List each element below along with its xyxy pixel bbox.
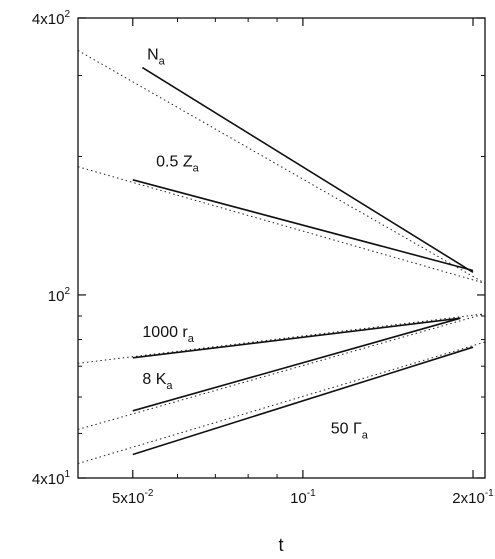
fit-line bbox=[77, 313, 486, 364]
tick-marks bbox=[78, 17, 485, 479]
y-tick-labels: 4x101 102 4x102 bbox=[32, 9, 71, 488]
series-label: 1000 ra bbox=[142, 324, 194, 345]
series-labels: Na 0.5 Za 1000 ra 8 Ka 50 Γa bbox=[142, 46, 368, 441]
fit-line bbox=[77, 313, 486, 430]
fit-line bbox=[77, 50, 486, 284]
series-line bbox=[132, 346, 474, 456]
y-tick-label: 4x101 bbox=[32, 469, 71, 488]
series-line bbox=[132, 317, 461, 412]
fit-line bbox=[77, 341, 486, 465]
series-label: 0.5 Za bbox=[156, 154, 199, 175]
plot-frame bbox=[77, 17, 486, 479]
series-label: 50 Γa bbox=[331, 420, 369, 441]
y-tick-label: 4x102 bbox=[32, 9, 71, 28]
x-tick-label: 10-1 bbox=[290, 488, 316, 507]
fit-line bbox=[77, 166, 486, 284]
y-tick-label: 102 bbox=[48, 286, 71, 305]
fit-lines bbox=[77, 50, 486, 465]
series-line bbox=[141, 66, 474, 273]
x-tick-label: 2x10-1 bbox=[452, 488, 494, 507]
x-tick-labels: 5x10-2 10-1 2x10-1 bbox=[112, 488, 494, 507]
x-axis-label: t bbox=[278, 535, 283, 555]
x-tick-label: 5x10-2 bbox=[112, 488, 154, 507]
series-lines bbox=[132, 66, 474, 456]
series-line bbox=[132, 179, 474, 272]
series-label: 8 Ka bbox=[142, 371, 173, 392]
series-label: Na bbox=[147, 46, 166, 67]
series-line bbox=[132, 317, 461, 359]
